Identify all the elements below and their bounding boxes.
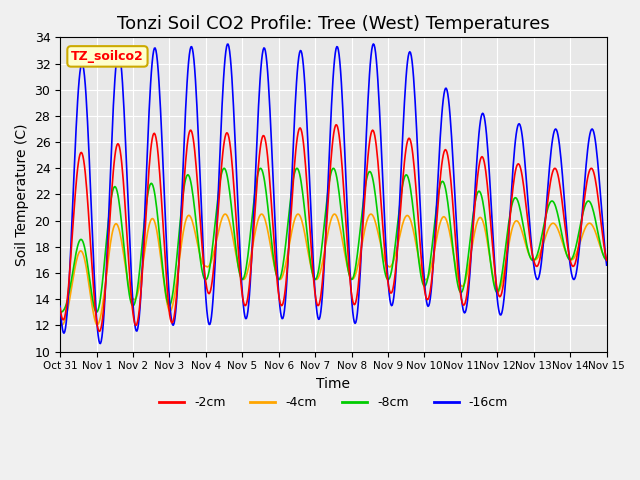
Title: Tonzi Soil CO2 Profile: Tree (West) Temperatures: Tonzi Soil CO2 Profile: Tree (West) Temp… <box>117 15 550 33</box>
Y-axis label: Soil Temperature (C): Soil Temperature (C) <box>15 123 29 266</box>
Text: TZ_soilco2: TZ_soilco2 <box>71 50 144 63</box>
Legend: -2cm, -4cm, -8cm, -16cm: -2cm, -4cm, -8cm, -16cm <box>154 391 513 414</box>
X-axis label: Time: Time <box>316 377 350 391</box>
